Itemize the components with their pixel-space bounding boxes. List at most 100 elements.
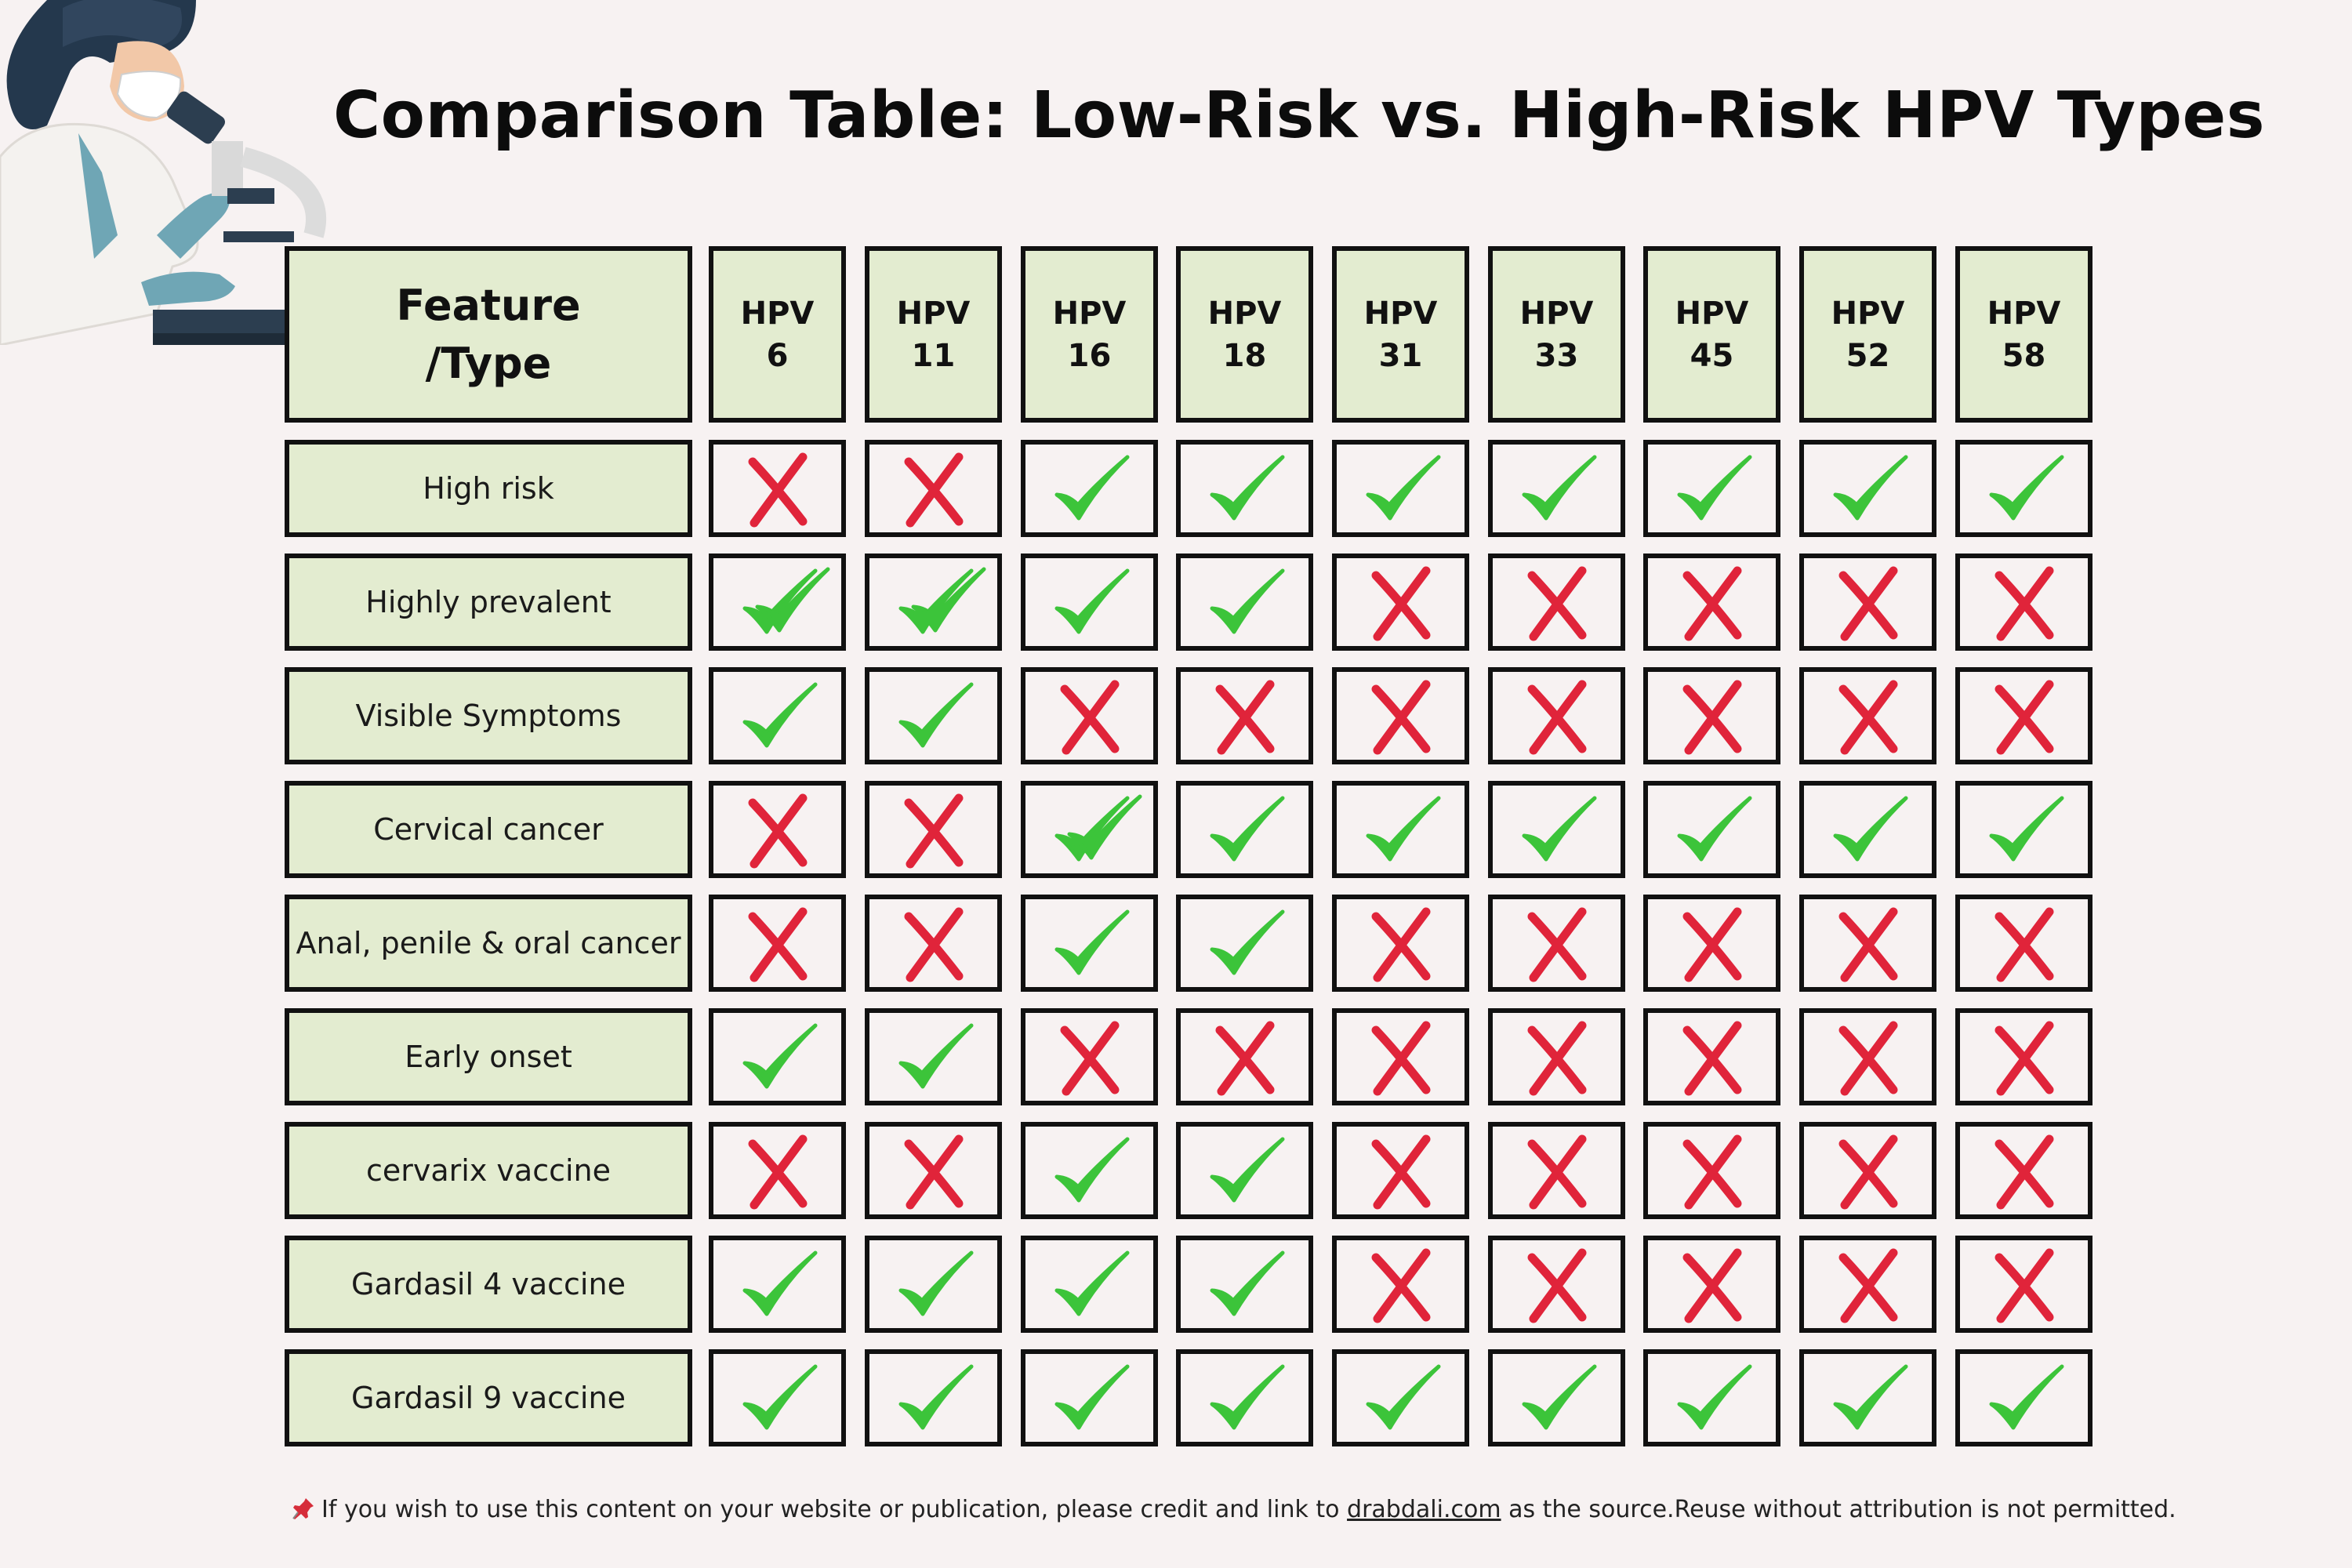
hpv-header-line2: 52 [1846,337,1890,374]
cross-icon [1527,566,1586,641]
credit-link[interactable]: drabdali.com [1347,1496,1501,1523]
hpv-header-line1: HPV [1519,295,1594,332]
mark-cell [1332,554,1469,651]
mark-cell [865,895,1002,992]
cross-icon [1527,1134,1586,1210]
mark-cell [865,1122,1002,1219]
check-icon [1210,1250,1284,1316]
mark-cell [1332,1008,1469,1105]
mark-cell [1488,554,1625,651]
mark-cell [1021,1349,1158,1446]
check-icon [1054,909,1129,975]
cross-icon [904,452,963,528]
hpv-header-line2: 33 [1534,337,1579,374]
cross-icon [1527,1248,1586,1323]
row-label: Gardasil 9 vaccine [285,1349,692,1446]
check-icon [1210,1137,1284,1203]
mark-cell [1332,667,1469,764]
cross-icon [1838,907,1897,982]
check-icon [898,1364,973,1430]
check-icon [1833,455,1907,521]
cross-icon [1838,680,1897,755]
cross-icon [1682,680,1741,755]
mark-cell [1799,781,1936,878]
check-icon [1366,455,1440,521]
hpv-type-header: HPV 18 [1176,246,1313,423]
mark-cell [865,554,1002,651]
cross-icon [748,452,807,528]
mark-cell [709,440,846,537]
mark-cell [1488,781,1625,878]
cross-icon [1994,1248,2053,1323]
mark-cell [1176,554,1313,651]
check-icon [1677,455,1751,521]
hpv-type-header: HPV 58 [1955,246,2092,423]
mark-cell [1955,440,2092,537]
hpv-header-line1: HPV [1207,295,1282,332]
hpv-type-header: HPV 6 [709,246,846,423]
cross-icon [1527,907,1586,982]
mark-cell [1799,895,1936,992]
mark-cell [1955,667,2092,764]
mark-cell [1955,1008,2092,1105]
hpv-type-header: HPV 16 [1021,246,1158,423]
mark-cell [1643,1122,1780,1219]
double-check-icon [898,567,985,634]
mark-cell [1643,667,1780,764]
row-label: Anal, penile & oral cancer [285,895,692,992]
check-icon [1054,455,1129,521]
feature-header-line2: /Type [425,338,552,388]
cross-icon [1215,1021,1274,1096]
mark-cell [1799,1349,1936,1446]
cross-icon [748,907,807,982]
mark-cell [865,667,1002,764]
mark-cell [1021,1236,1158,1333]
check-icon [1833,796,1907,862]
row-label: cervarix vaccine [285,1122,692,1219]
hpv-type-header: HPV 45 [1643,246,1780,423]
mark-cell [709,554,846,651]
mark-cell [1176,667,1313,764]
mark-cell [1176,440,1313,537]
mark-cell [1643,1349,1780,1446]
mark-cell [709,1122,846,1219]
mark-cell [1021,1122,1158,1219]
mark-cell [1488,1236,1625,1333]
mark-cell [1955,1122,2092,1219]
check-icon [742,1364,817,1430]
mark-cell [1021,440,1158,537]
cross-icon [904,907,963,982]
mark-cell [709,1008,846,1105]
cross-icon [1994,566,2053,641]
check-icon [1054,1137,1129,1203]
hpv-header-line2: 58 [2002,337,2046,374]
row-label: Visible Symptoms [285,667,692,764]
mark-cell [865,781,1002,878]
mark-cell [1176,895,1313,992]
cross-icon [1838,1134,1897,1210]
mark-cell [1488,895,1625,992]
mark-cell [1332,1236,1469,1333]
mark-cell [1021,1008,1158,1105]
mark-cell [1488,1122,1625,1219]
cross-icon [1527,680,1586,755]
mark-cell [1332,781,1469,878]
mark-cell [1021,895,1158,992]
mark-cell [1955,1349,2092,1446]
scientist-microscope-illustration [0,0,329,345]
mark-cell [1021,554,1158,651]
cross-icon [1371,1248,1430,1323]
hpv-header-line2: 45 [1690,337,1734,374]
cross-icon [1994,1134,2053,1210]
cross-icon [1682,566,1741,641]
check-icon [1054,1250,1129,1316]
check-icon [1677,1364,1751,1430]
page-title: Comparison Table: Low-Risk vs. High-Risk… [333,78,2266,153]
cross-icon [748,793,807,869]
double-check-icon [742,567,829,634]
mark-cell [865,1008,1002,1105]
check-icon [1210,796,1284,862]
hpv-header-line1: HPV [1363,295,1438,332]
cross-icon [904,793,963,869]
check-icon [1989,455,2063,521]
